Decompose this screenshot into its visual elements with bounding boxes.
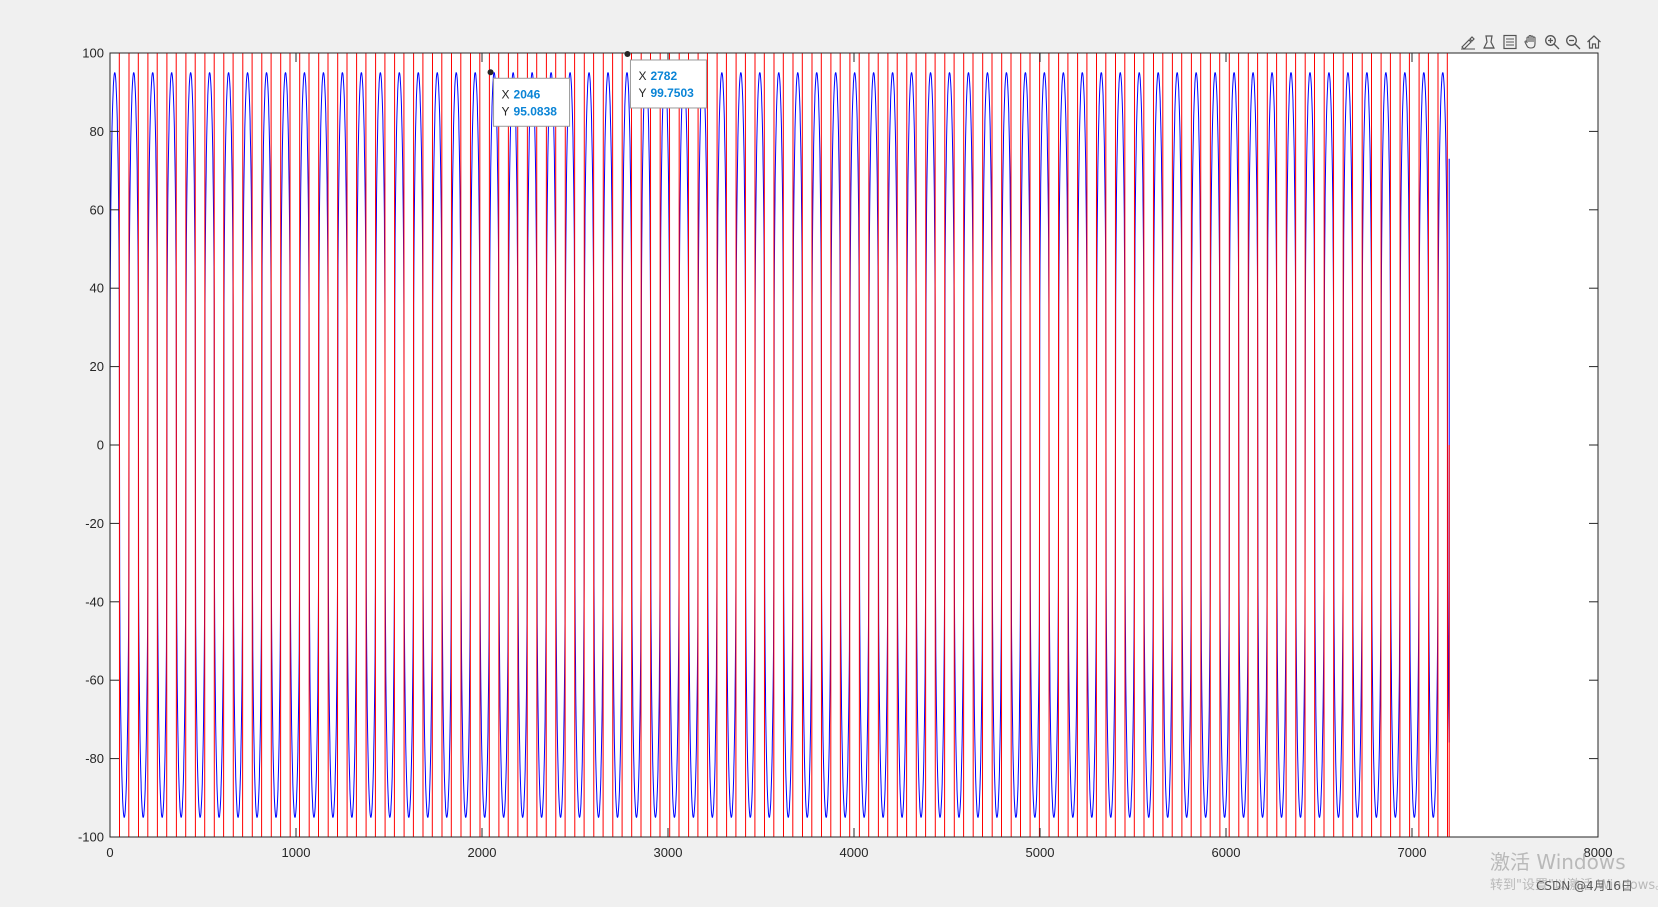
datatip[interactable]: X 2782 Y 99.7503 — [624, 50, 707, 109]
datatip-y-value: 95.0838 — [514, 104, 558, 118]
y-tick-label: 20 — [90, 359, 104, 374]
x-tick-label: 8000 — [1584, 845, 1613, 860]
datatip-box — [493, 77, 571, 127]
x-tick-label: 6000 — [1212, 845, 1241, 860]
x-tick-label: 1000 — [282, 845, 311, 860]
x-tick-label: 2000 — [468, 845, 497, 860]
datatip-icon — [1482, 35, 1495, 49]
datatip[interactable]: X 2046 Y 95.0838 — [487, 69, 571, 127]
y-tick-label: -20 — [85, 516, 104, 531]
datatip-x-label: X — [638, 69, 646, 83]
datatip-marker — [624, 50, 631, 57]
datatip-marker — [487, 69, 494, 76]
activation-watermark-title: 激活 Windows — [1490, 850, 1626, 874]
datatip-x-label: X — [502, 87, 510, 101]
activation-watermark-text: 转到"设置"以激活 Windows。 — [1490, 878, 1658, 893]
x-axis: 0 1000 2000 3000 4000 5000 6000 7000 8000 — [106, 53, 1612, 860]
axes-toolbar — [1458, 32, 1603, 52]
y-tick-label: -60 — [85, 673, 104, 688]
datatip-x-value: 2046 — [514, 87, 541, 101]
x-tick-label: 5000 — [1026, 845, 1055, 860]
pan-button[interactable] — [1521, 33, 1540, 52]
y-tick-label: 100 — [82, 46, 104, 61]
datatip-x-value: 2782 — [650, 69, 677, 83]
zoom-in-button[interactable] — [1542, 33, 1561, 52]
brush-button[interactable] — [1458, 33, 1477, 52]
x-tick-label: 0 — [106, 845, 113, 860]
home-icon — [1586, 35, 1601, 49]
brush-icon — [1460, 36, 1475, 50]
series-line-1 — [109, 72, 1450, 818]
pan-icon — [1523, 34, 1536, 49]
zoom-out-icon — [1565, 35, 1580, 50]
zoom-in-icon — [1544, 35, 1559, 50]
x-tick-label: 4000 — [840, 845, 869, 860]
y-tick-label: 0 — [97, 438, 104, 453]
datatip-y-label: Y — [638, 86, 646, 100]
datatip-layer[interactable]: X 2046 Y 95.0838 X 2782 Y 99.7503 — [487, 50, 707, 127]
y-tick-label: -80 — [85, 751, 104, 766]
y-tick-label: -100 — [78, 830, 104, 845]
zoom-out-button[interactable] — [1563, 33, 1582, 52]
y-tick-label: 60 — [90, 202, 104, 217]
legend-button[interactable] — [1500, 33, 1519, 52]
y-tick-label: -40 — [85, 594, 104, 609]
datatip-box — [629, 59, 707, 109]
datatip-y-label: Y — [502, 104, 510, 118]
datatip-y-value: 99.7503 — [650, 86, 694, 100]
home-button[interactable] — [1584, 33, 1603, 52]
legend-icon — [1502, 34, 1517, 50]
attribution-text: CSDN @4月16日 — [1536, 879, 1633, 893]
y-axis: 100 80 60 40 20 0 -20 -40 -60 -80 -100 — [78, 46, 1598, 845]
x-tick-label: 3000 — [654, 845, 683, 860]
x-tick-label: 7000 — [1398, 845, 1427, 860]
y-tick-label: 40 — [90, 281, 104, 296]
datatip-button[interactable] — [1479, 33, 1498, 52]
axes-background — [110, 53, 1598, 837]
y-tick-label: 80 — [90, 124, 104, 139]
